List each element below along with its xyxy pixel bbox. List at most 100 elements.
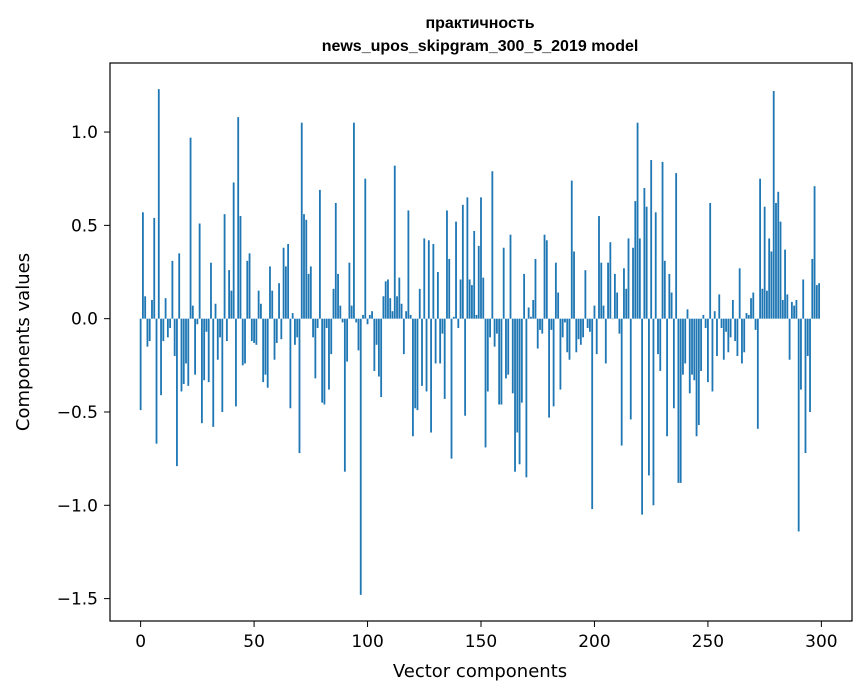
x-tick-label: 300 — [805, 632, 837, 652]
bar — [155, 318, 158, 444]
bar — [672, 318, 675, 409]
bar — [207, 318, 210, 383]
bar — [250, 318, 253, 342]
bar — [763, 206, 766, 319]
bar — [362, 314, 364, 319]
bar — [747, 314, 750, 319]
bar — [407, 210, 410, 319]
bar — [312, 318, 314, 338]
bar — [611, 318, 614, 320]
bar — [634, 201, 637, 319]
bar — [266, 318, 269, 388]
bar — [627, 238, 630, 319]
bar — [756, 318, 759, 429]
bar — [491, 171, 494, 319]
bar — [325, 318, 328, 329]
bar — [287, 244, 290, 319]
bar — [795, 300, 798, 319]
bar — [443, 318, 446, 399]
bar — [146, 318, 149, 347]
x-tick-label: 200 — [578, 632, 610, 652]
bar — [205, 318, 208, 332]
bar — [414, 318, 417, 409]
bar — [366, 318, 369, 325]
bar — [539, 318, 541, 330]
bar — [786, 294, 789, 319]
bar — [421, 318, 423, 386]
bar — [225, 318, 228, 342]
bar — [355, 318, 358, 323]
bar — [570, 180, 573, 319]
bar — [677, 318, 680, 483]
bar — [307, 273, 310, 319]
bar — [573, 251, 575, 319]
bar — [321, 318, 324, 403]
bar — [359, 318, 362, 595]
bar — [471, 285, 473, 319]
bar — [557, 292, 560, 319]
bar — [314, 318, 317, 379]
bar — [679, 318, 682, 483]
bar — [670, 292, 673, 319]
bar — [811, 258, 814, 319]
bar — [244, 318, 246, 364]
y-tick-label: −0.5 — [57, 403, 98, 423]
bar — [520, 318, 523, 403]
bar — [280, 318, 283, 340]
bar — [532, 300, 535, 319]
bar — [729, 318, 732, 338]
bar — [754, 318, 757, 330]
bar — [318, 189, 321, 319]
bar — [450, 318, 453, 459]
bar — [784, 249, 786, 319]
bar — [466, 197, 469, 319]
bar — [228, 270, 231, 319]
bar — [194, 318, 196, 375]
bar — [781, 300, 784, 319]
bar — [380, 318, 383, 398]
bar — [484, 318, 487, 448]
bar — [743, 318, 746, 353]
bar — [398, 277, 401, 319]
bar — [375, 318, 378, 345]
bar — [160, 318, 162, 396]
bar — [600, 262, 603, 319]
bar — [772, 90, 775, 319]
bar — [745, 313, 748, 319]
bar — [641, 318, 644, 515]
y-tick-label: −1.0 — [57, 496, 98, 516]
bar — [309, 266, 312, 319]
bar — [284, 266, 287, 319]
bar — [788, 318, 791, 360]
bar — [818, 283, 821, 319]
bar — [516, 318, 519, 433]
bar — [691, 318, 693, 375]
bar — [259, 303, 262, 319]
bar — [618, 318, 621, 334]
bar — [777, 191, 780, 319]
bar — [391, 311, 394, 319]
bar — [278, 283, 280, 319]
bar — [545, 240, 548, 319]
bar — [253, 318, 255, 343]
bar — [616, 292, 619, 319]
bar — [343, 318, 346, 472]
y-tick-label: 0.5 — [71, 216, 98, 236]
bar — [702, 314, 705, 319]
bar — [525, 318, 528, 478]
bar — [493, 318, 496, 347]
bar — [598, 216, 600, 319]
bar — [303, 214, 305, 319]
bar — [534, 258, 537, 319]
bar — [212, 318, 215, 427]
bar — [779, 221, 782, 319]
bar — [246, 260, 249, 319]
bar — [713, 311, 716, 319]
bar — [586, 318, 589, 329]
bar — [223, 214, 226, 319]
bar — [613, 273, 616, 319]
bar — [704, 318, 707, 329]
bar — [475, 314, 478, 319]
bar — [495, 318, 498, 334]
bar — [548, 318, 550, 418]
